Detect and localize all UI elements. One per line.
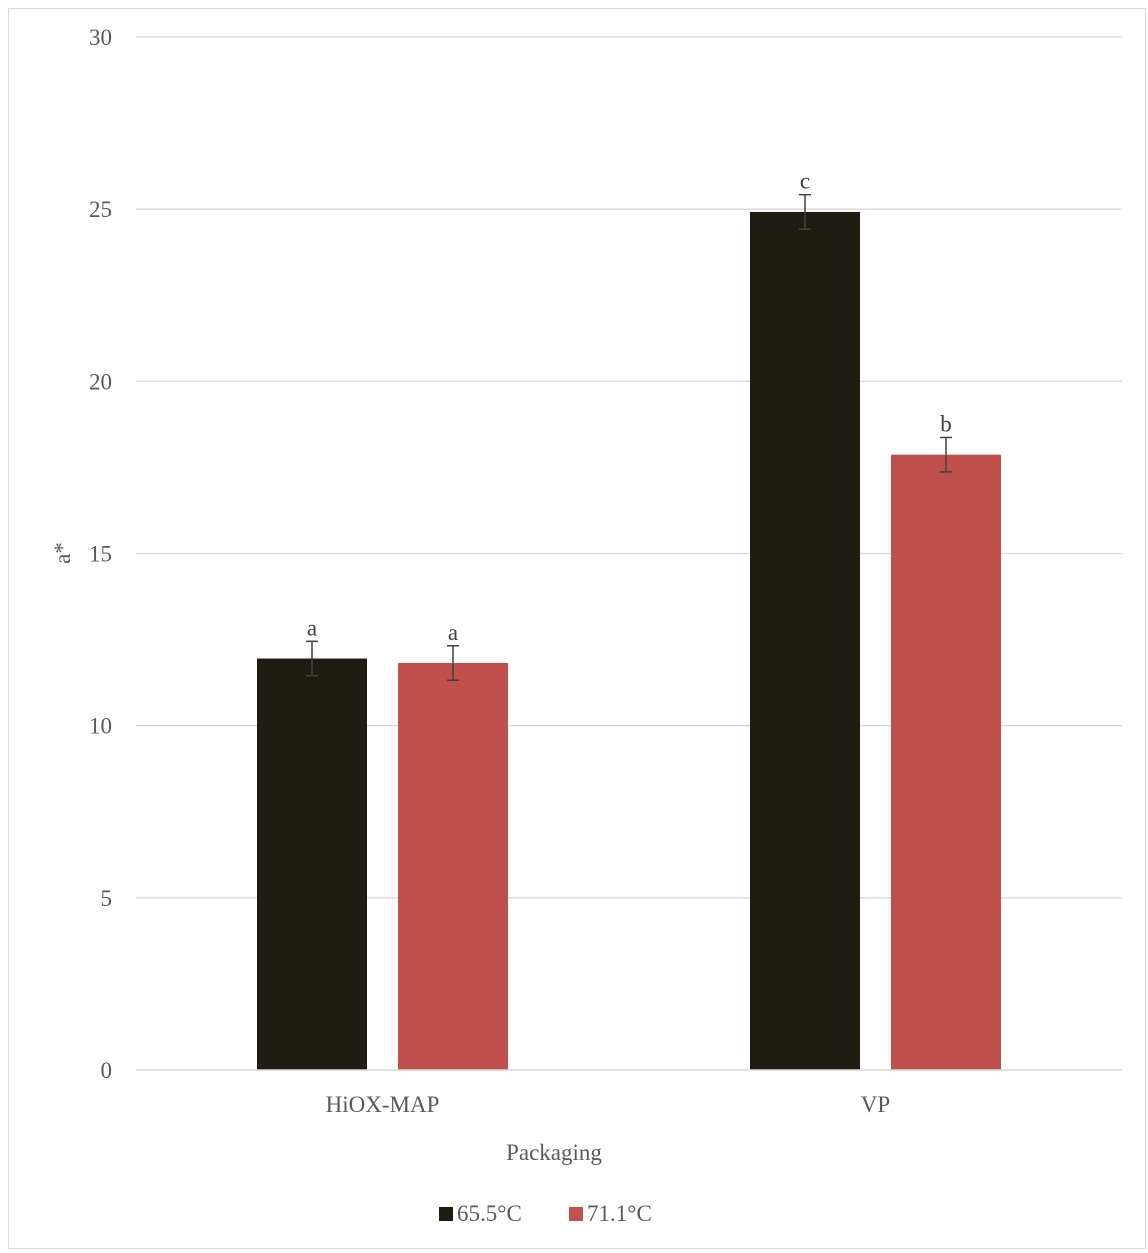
legend-item: 65.5°C (439, 1201, 522, 1226)
significance-letter: a (307, 615, 317, 640)
bar (750, 211, 860, 1070)
legend-label: 71.1°C (587, 1201, 652, 1226)
y-tick-label: 15 (89, 542, 112, 567)
y-tick-label: 0 (101, 1058, 113, 1083)
significance-labels: a a c b (307, 169, 952, 645)
bar (257, 658, 367, 1070)
bar (891, 454, 1001, 1070)
error-bar (799, 193, 811, 230)
legend: 65.5°C 71.1°C (439, 1201, 652, 1226)
x-axis-title: Packaging (506, 1140, 602, 1165)
bar (398, 662, 508, 1070)
y-tick-label: 20 (89, 369, 112, 394)
legend-item: 71.1°C (569, 1201, 652, 1226)
error-bar (940, 436, 952, 473)
significance-letter: c (800, 169, 810, 194)
error-bars (306, 193, 952, 681)
error-bar (447, 645, 459, 681)
x-category-label: HiOX-MAP (326, 1092, 440, 1117)
y-axis-title: a* (50, 542, 75, 564)
legend-swatch (569, 1207, 583, 1221)
x-axis-category-labels: HiOX-MAP VP (326, 1092, 891, 1117)
legend-label: 65.5°C (457, 1201, 522, 1226)
y-tick-label: 10 (89, 714, 112, 739)
y-tick-label: 5 (101, 886, 113, 911)
y-tick-label: 25 (89, 197, 112, 222)
significance-letter: b (940, 411, 952, 436)
error-bar (306, 640, 318, 677)
x-category-label: VP (861, 1092, 890, 1117)
y-tick-label: 30 (89, 25, 112, 50)
bars (257, 211, 1001, 1070)
significance-letter: a (448, 620, 458, 645)
y-axis-ticks: 0 5 10 15 20 25 30 (89, 25, 112, 1083)
legend-swatch (439, 1207, 453, 1221)
